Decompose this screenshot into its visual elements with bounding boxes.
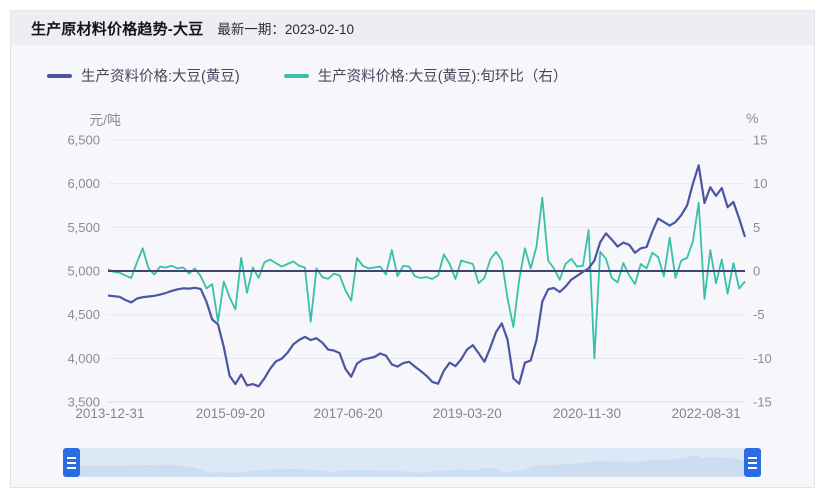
chart-card: 生产原材料价格趋势-大豆 最新一期：2023-02-10 生产资料价格:大豆(黄… — [10, 10, 815, 488]
latest-period-label: 最新一期：2023-02-10 — [217, 22, 354, 37]
right-axis-tick-label: 5 — [753, 220, 760, 235]
left-axis-tick-label: 4,500 — [67, 307, 100, 322]
legend-label: 生产资料价格:大豆(黄豆):旬环比（右） — [317, 69, 568, 85]
legend-item-price[interactable]: 生产资料价格:大豆(黄豆) — [47, 65, 240, 86]
right-axis-tick-label: -15 — [753, 395, 772, 410]
handle-grip-icon — [67, 456, 76, 469]
x-axis-tick-label: 2015-09-20 — [196, 406, 265, 421]
x-axis-tick-label: 2017-06-20 — [314, 406, 383, 421]
left-axis-tick-label: 5,000 — [67, 264, 100, 279]
left-axis-unit-label: 元/吨 — [89, 112, 121, 128]
mom-pct-line — [107, 196, 746, 360]
left-axis-tick-label: 4,000 — [67, 351, 100, 366]
left-axis-tick-label: 6,500 — [67, 133, 100, 148]
datazoom-slider-track[interactable] — [80, 448, 744, 477]
right-axis-tick-label: -5 — [753, 307, 765, 322]
legend-item-mom-pct[interactable]: 生产资料价格:大豆(黄豆):旬环比（右） — [283, 65, 568, 86]
title-bar: 生产原材料价格趋势-大豆 最新一期：2023-02-10 — [11, 11, 814, 45]
left-axis-tick-label: 6,000 — [67, 176, 100, 191]
datazoom-data-shadow — [80, 455, 744, 477]
price-line — [107, 164, 747, 388]
datazoom-right-handle[interactable] — [744, 448, 761, 477]
left-axis-tick-label: 5,500 — [67, 220, 100, 235]
x-axis-tick-label: 2013-12-31 — [75, 406, 144, 421]
legend-label: 生产资料价格:大豆(黄豆) — [81, 69, 240, 85]
x-axis-tick-label: 2020-11-30 — [553, 406, 621, 421]
x-axis-tick-label: 2019-03-20 — [433, 406, 502, 421]
legend-line-icon — [283, 73, 309, 78]
legend: 生产资料价格:大豆(黄豆) 生产资料价格:大豆(黄豆):旬环比（右） — [47, 65, 567, 86]
right-axis-unit-label: % — [746, 110, 759, 126]
x-axis-tick-label: 2022-08-31 — [672, 406, 741, 421]
legend-line-icon — [47, 73, 72, 78]
right-axis-tick-label: 10 — [753, 176, 767, 191]
datazoom-left-handle[interactable] — [63, 448, 80, 477]
right-axis-tick-label: 0 — [753, 264, 760, 279]
right-axis-tick-label: -10 — [753, 351, 772, 366]
left-axis-tick-label: 3,500 — [67, 395, 100, 410]
handle-grip-icon — [748, 456, 757, 469]
page-title: 生产原材料价格趋势-大豆 — [31, 20, 204, 38]
datazoom-silhouette — [80, 455, 744, 477]
latest-period-date: 2023-02-10 — [284, 22, 354, 37]
right-axis-tick-label: 15 — [753, 133, 767, 148]
